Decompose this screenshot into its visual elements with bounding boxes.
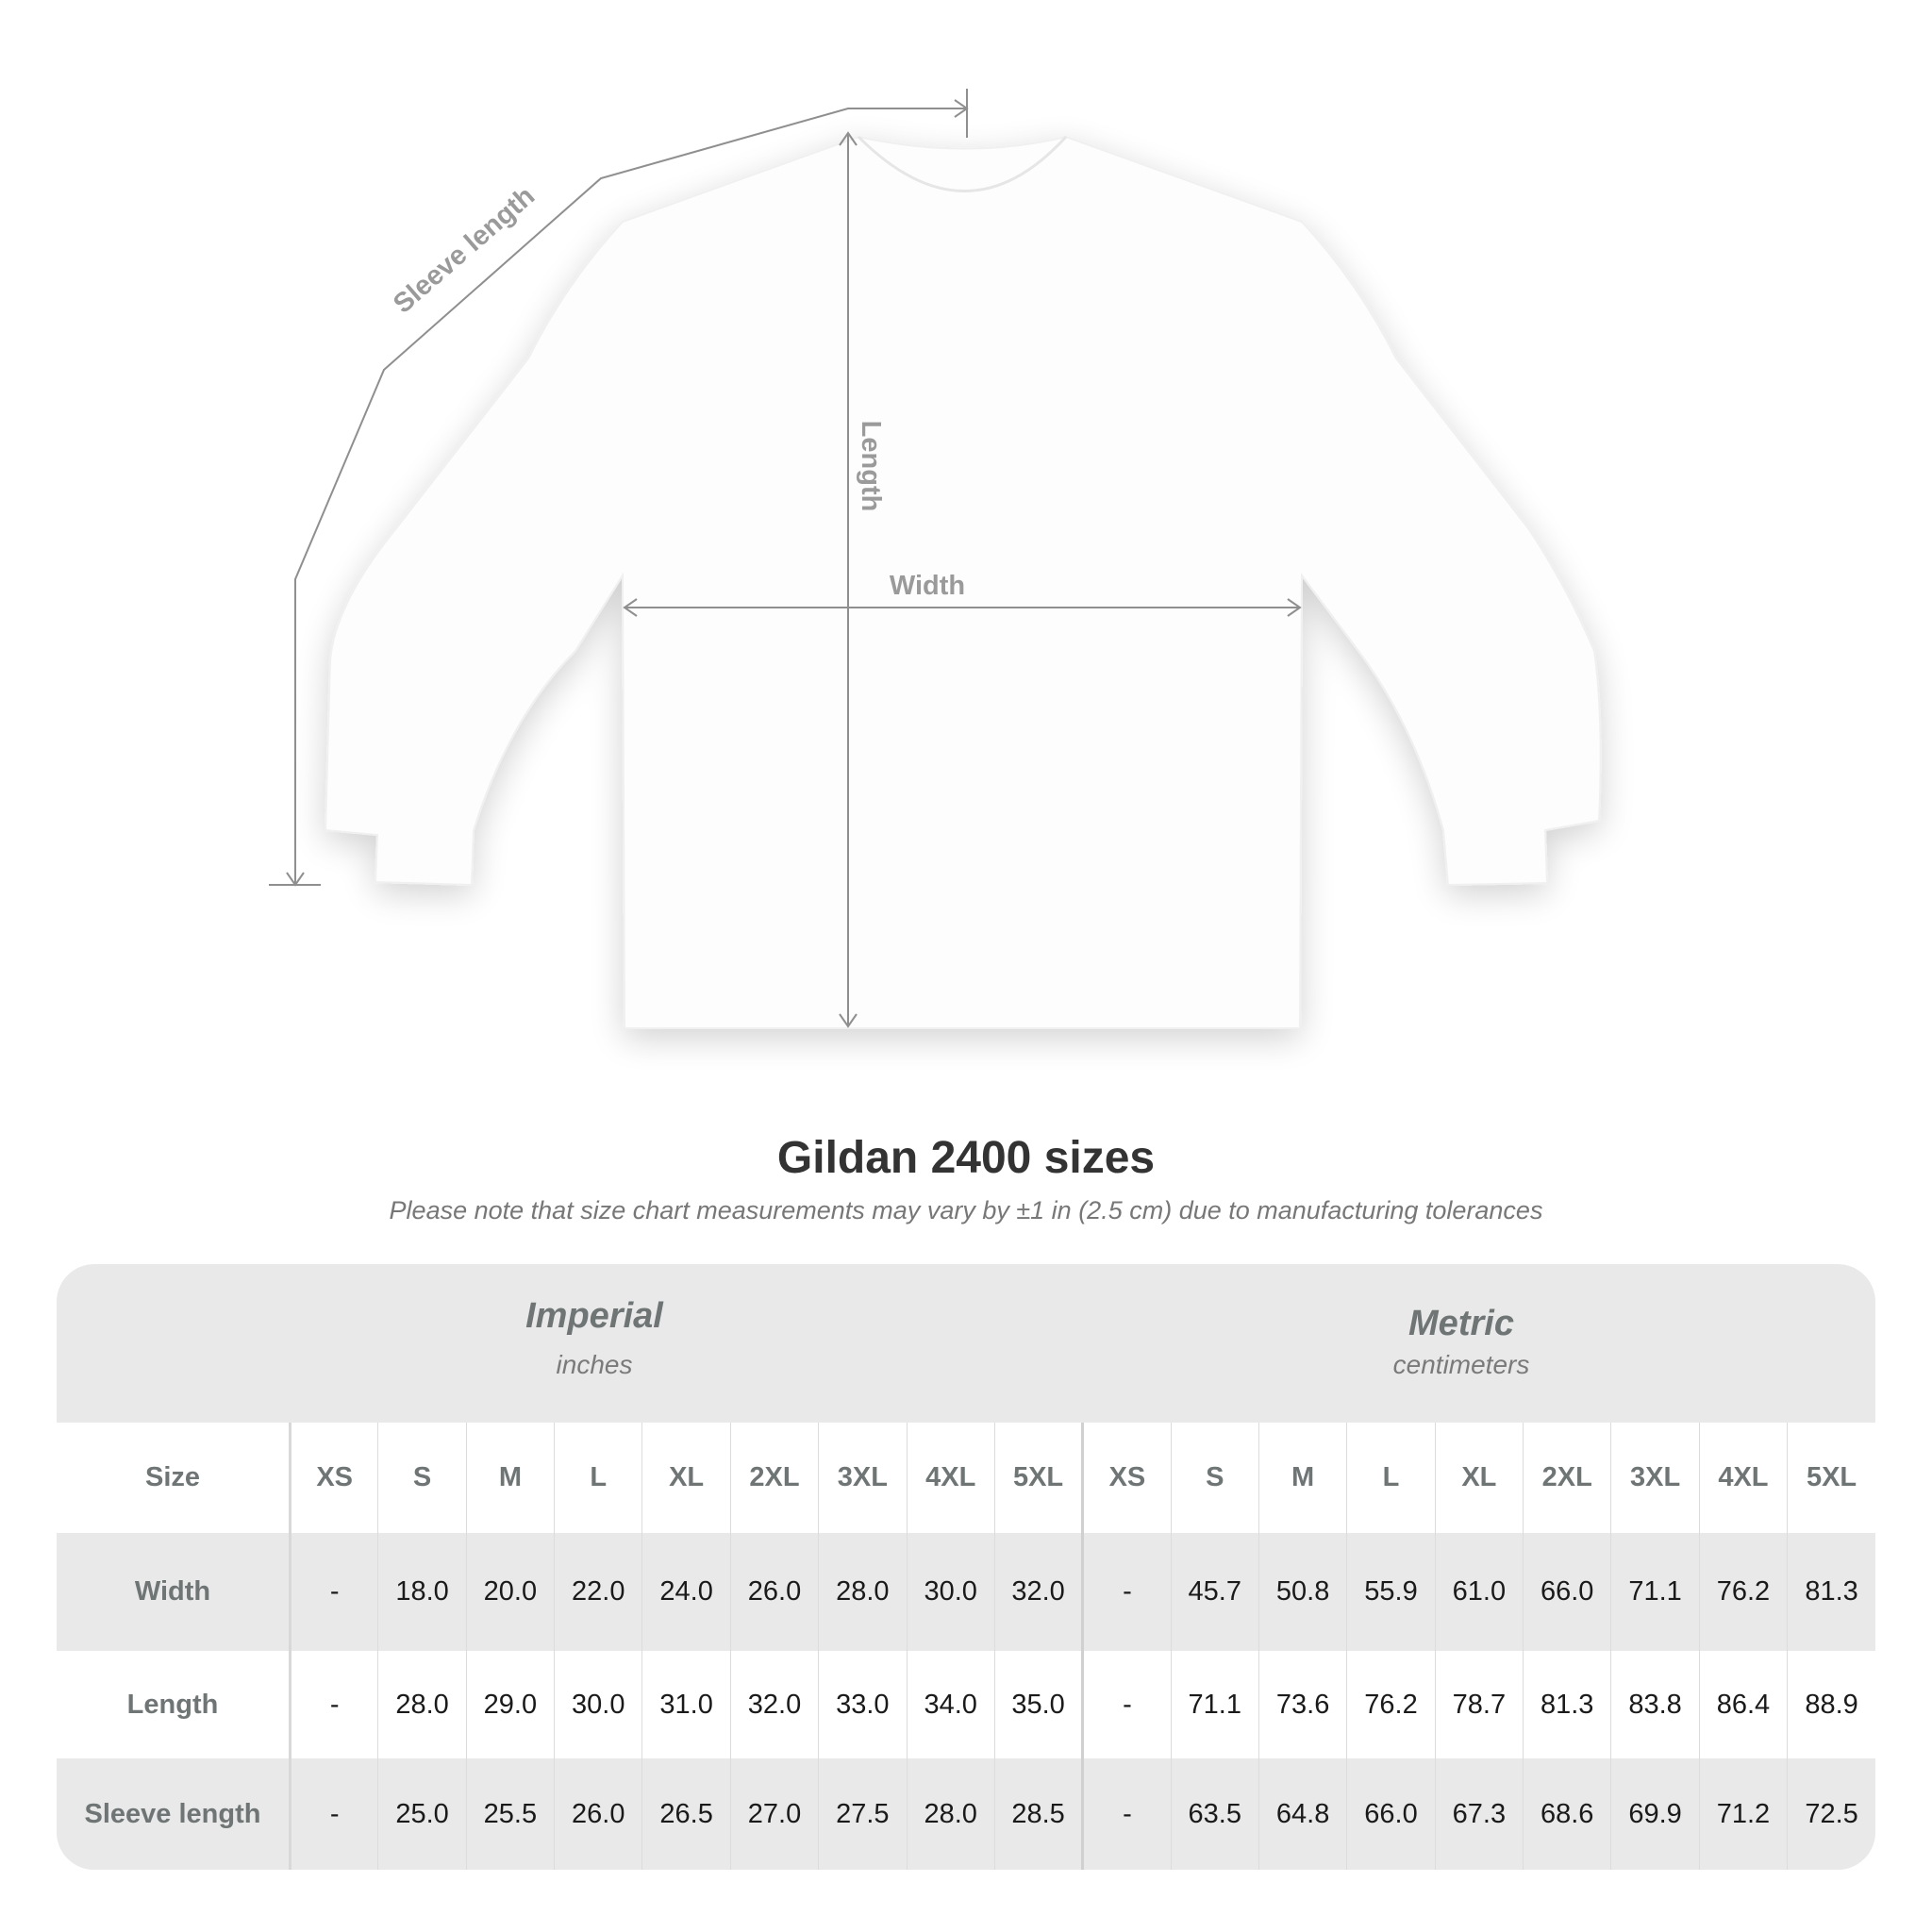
metric-unit: centimeters	[1392, 1350, 1530, 1379]
metric-cell: 86.4	[1698, 1651, 1788, 1758]
metric-cell: 68.6	[1523, 1758, 1611, 1870]
imperial-cell: 28.0	[818, 1533, 908, 1651]
size-header-imperial: 5XL	[993, 1423, 1083, 1533]
imperial-cell: 24.0	[641, 1533, 731, 1651]
imperial-cell: 32.0	[729, 1651, 819, 1758]
imperial-cell: 28.0	[377, 1651, 467, 1758]
long-sleeve-shirt-image	[324, 135, 1602, 1029]
imperial-cell: 27.5	[818, 1758, 908, 1870]
metric-cell: 72.5	[1787, 1758, 1875, 1870]
size-header-metric: XL	[1434, 1423, 1524, 1533]
table-row: Sleeve length -25.0 25.5 26.0 26.5 27.0 27.5 28…	[57, 1758, 1875, 1870]
size-header-imperial: 2XL	[729, 1423, 819, 1533]
size-header-metric: 4XL	[1698, 1423, 1788, 1533]
imperial-header: Imperial inches	[264, 1296, 924, 1380]
imperial-cell: 28.0	[906, 1758, 995, 1870]
size-header-imperial: 3XL	[818, 1423, 908, 1533]
metric-cell: 73.6	[1257, 1651, 1347, 1758]
imperial-cell: 26.0	[554, 1758, 642, 1870]
metric-cell: 71.1	[1170, 1651, 1259, 1758]
metric-cell: 83.8	[1610, 1651, 1700, 1758]
row-label: Length	[57, 1651, 291, 1758]
metric-header: Metric centimeters	[1131, 1304, 1791, 1380]
imperial-cell: 34.0	[906, 1651, 995, 1758]
metric-cell: -	[1081, 1651, 1172, 1758]
metric-cell: 88.9	[1787, 1651, 1875, 1758]
metric-cell: 67.3	[1434, 1758, 1524, 1870]
size-header-metric: S	[1170, 1423, 1259, 1533]
metric-cell: 64.8	[1257, 1758, 1347, 1870]
size-header-metric: M	[1257, 1423, 1347, 1533]
size-header-metric: 3XL	[1610, 1423, 1700, 1533]
size-table: Size XS S M L XL 2XL 3XL 4XL 5XL XS S M L XL 2XL 3XL 4XL 5…	[57, 1423, 1875, 1870]
metric-cell: 69.9	[1610, 1758, 1700, 1870]
metric-cell: -	[1081, 1533, 1172, 1651]
row-label: Sleeve length	[57, 1758, 291, 1870]
imperial-cell: 27.0	[729, 1758, 819, 1870]
imperial-cell: 33.0	[818, 1651, 908, 1758]
size-header-imperial: 4XL	[906, 1423, 995, 1533]
imperial-cell: -	[289, 1533, 378, 1651]
width-label: Width	[890, 571, 965, 601]
size-header-row: Size XS S M L XL 2XL 3XL 4XL 5XL XS S M L XL 2XL 3XL 4XL 5…	[57, 1423, 1875, 1533]
metric-cell: 71.2	[1698, 1758, 1788, 1870]
imperial-cell: 30.0	[906, 1533, 995, 1651]
imperial-cell: 22.0	[554, 1533, 642, 1651]
size-header-metric: L	[1346, 1423, 1436, 1533]
metric-cell: 81.3	[1787, 1533, 1875, 1651]
imperial-cell: 29.0	[465, 1651, 555, 1758]
metric-cell: 76.2	[1698, 1533, 1788, 1651]
metric-cell: 55.9	[1346, 1533, 1436, 1651]
metric-cell: 76.2	[1346, 1651, 1436, 1758]
size-header-imperial: M	[465, 1423, 555, 1533]
metric-title: Metric	[1408, 1304, 1514, 1343]
imperial-cell: 25.5	[465, 1758, 555, 1870]
imperial-cell: 30.0	[554, 1651, 642, 1758]
imperial-cell: 26.5	[641, 1758, 731, 1870]
imperial-cell: 35.0	[993, 1651, 1083, 1758]
metric-cell: 45.7	[1170, 1533, 1259, 1651]
imperial-cell: 28.5	[993, 1758, 1083, 1870]
size-table-panel: Imperial inches Metric centimeters Size X…	[57, 1264, 1875, 1870]
imperial-cell: 20.0	[465, 1533, 555, 1651]
metric-cell: -	[1081, 1758, 1172, 1870]
tolerance-note: Please note that size chart measurements…	[389, 1196, 1543, 1224]
imperial-cell: 31.0	[641, 1651, 731, 1758]
metric-cell: 63.5	[1170, 1758, 1259, 1870]
metric-cell: 81.3	[1523, 1651, 1611, 1758]
page-title: Gildan 2400 sizes	[776, 1133, 1156, 1183]
size-label: Size	[57, 1423, 291, 1533]
imperial-cell: 26.0	[729, 1533, 819, 1651]
measurement-lines	[269, 89, 1302, 1028]
table-row: Length -28.0 29.0 30.0 31.0 32.0 33.0 34.0 35.0-…	[57, 1651, 1875, 1758]
table-row: Width -18.0 20.0 22.0 24.0 26.0 28.0 30.0 32.0-4…	[57, 1533, 1875, 1651]
imperial-cell: 25.0	[377, 1758, 467, 1870]
size-header-metric: XS	[1081, 1423, 1172, 1533]
metric-cell: 66.0	[1346, 1758, 1436, 1870]
size-header-imperial: S	[377, 1423, 467, 1533]
metric-cell: 50.8	[1257, 1533, 1347, 1651]
imperial-unit: inches	[556, 1350, 633, 1379]
size-header-imperial: L	[554, 1423, 642, 1533]
imperial-cell: 32.0	[993, 1533, 1083, 1651]
metric-cell: 71.1	[1610, 1533, 1700, 1651]
size-header-metric: 2XL	[1523, 1423, 1611, 1533]
metric-cell: 78.7	[1434, 1651, 1524, 1758]
size-header-metric: 5XL	[1787, 1423, 1875, 1533]
imperial-cell: -	[289, 1651, 378, 1758]
imperial-title: Imperial	[525, 1296, 663, 1336]
imperial-cell: -	[289, 1758, 378, 1870]
size-header-imperial: XS	[289, 1423, 378, 1533]
shirt-measurement-diagram: Sleeve length Length Width	[269, 89, 1602, 1029]
length-label: Length	[856, 421, 886, 512]
metric-cell: 66.0	[1523, 1533, 1611, 1651]
imperial-cell: 18.0	[377, 1533, 467, 1651]
row-label: Width	[57, 1533, 291, 1651]
size-header-imperial: XL	[641, 1423, 731, 1533]
sleeve-length-line	[294, 108, 967, 885]
metric-cell: 61.0	[1434, 1533, 1524, 1651]
